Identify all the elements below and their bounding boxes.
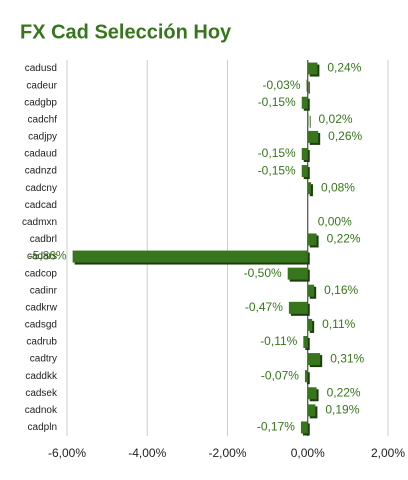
category-label: cadbrl [30, 234, 57, 245]
category-label: cadkrw [25, 302, 57, 313]
bar [307, 318, 313, 331]
category-label: caddkk [25, 371, 58, 382]
x-tick-label: 2,00% [371, 446, 405, 460]
category-label: cadpln [28, 422, 57, 433]
category-label: cadcny [25, 183, 57, 194]
value-label: 0,31% [330, 351, 364, 365]
value-label: 0,22% [327, 385, 361, 399]
value-label: 0,26% [328, 129, 362, 143]
x-tick-label: -6,00% [48, 446, 86, 460]
value-label: 0,02% [319, 112, 353, 126]
bar [288, 301, 308, 314]
value-label: 0,24% [327, 61, 361, 75]
value-label: -0,03% [263, 78, 301, 92]
chart-title: FX Cad Selección Hoy [20, 21, 232, 43]
category-label: cadtry [30, 354, 57, 365]
value-label: -5,86% [29, 249, 67, 263]
value-label: -0,11% [260, 334, 297, 348]
bar [300, 421, 308, 434]
value-label: 0,00% [318, 215, 352, 229]
value-label: 0,08% [321, 180, 355, 194]
x-tick-label: 0,00% [291, 446, 325, 460]
value-label: -0,15% [258, 95, 296, 109]
x-tick-label: -2,00% [208, 446, 246, 460]
category-label: cadcop [25, 268, 58, 279]
bar [307, 233, 317, 246]
value-label: -0,50% [244, 266, 282, 280]
category-label: cadusd [25, 63, 57, 74]
x-tick-label: -4,00% [128, 446, 166, 460]
bar [301, 165, 308, 178]
bar [307, 387, 317, 400]
category-label: cadaud [24, 149, 57, 160]
bar [287, 267, 308, 280]
bar [307, 182, 311, 195]
bar [307, 113, 309, 126]
category-label: cadinr [30, 285, 58, 296]
value-label: 0,19% [325, 403, 359, 417]
category-label: cadmxn [22, 217, 57, 228]
value-label: 0,16% [324, 283, 358, 297]
category-label: cadsgd [25, 320, 57, 331]
category-label: cadnok [25, 405, 58, 416]
bar [307, 284, 315, 297]
value-label: -0,47% [245, 300, 283, 314]
bar [301, 148, 308, 160]
category-label: cadrub [26, 337, 57, 348]
bar [307, 353, 321, 366]
category-label: cadchf [28, 114, 58, 125]
bar [306, 79, 308, 92]
bar [307, 404, 316, 417]
bar-shadow [309, 184, 313, 197]
bar-shadow [309, 115, 311, 128]
value-label: 0,11% [322, 317, 355, 331]
bar-shadow [306, 372, 310, 385]
value-label: -0,07% [261, 368, 299, 382]
category-label: cadnzd [25, 166, 57, 177]
bar [307, 130, 319, 143]
category-label: cadsek [25, 388, 58, 399]
value-label: -0,15% [258, 163, 296, 177]
category-label: cadcad [25, 200, 57, 211]
category-label: cadjpy [28, 132, 57, 143]
value-label: -0,17% [257, 420, 295, 434]
category-label: cadeur [26, 80, 57, 91]
value-label: 0,22% [327, 232, 361, 246]
bar [72, 250, 308, 263]
bar-shadow [308, 81, 310, 94]
bar [304, 370, 308, 383]
category-label: cadars [27, 251, 57, 262]
bar [303, 336, 308, 348]
category-label: cadgbp [24, 97, 57, 108]
bar [307, 62, 318, 75]
value-label: -0,15% [258, 146, 296, 160]
bar [301, 96, 308, 109]
